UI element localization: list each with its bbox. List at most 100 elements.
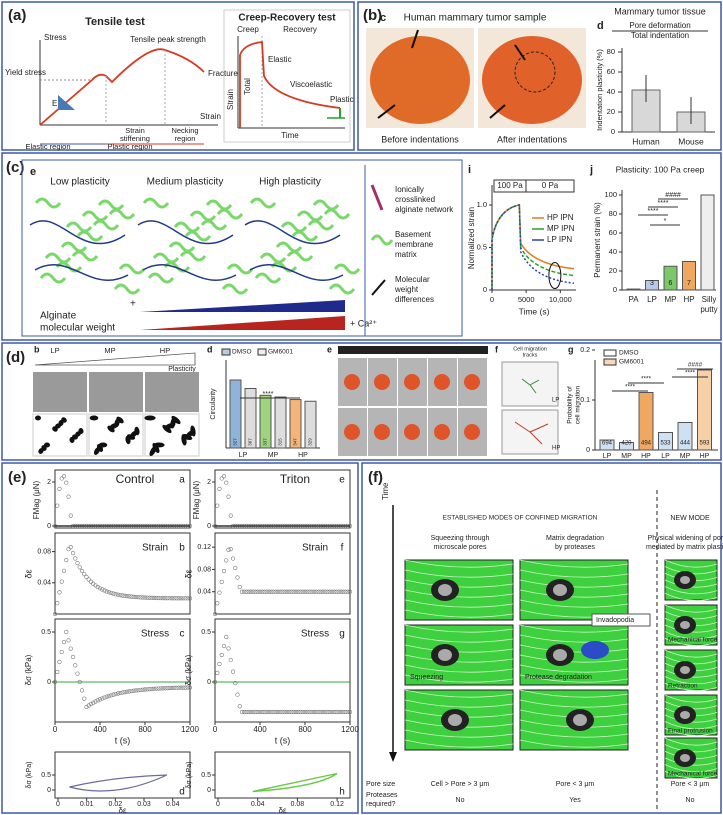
panel-label: (a)	[8, 7, 26, 24]
stress-marker	[291, 709, 296, 715]
matrix-fiber	[200, 219, 228, 231]
label: δε	[23, 569, 33, 578]
loop-fit	[69, 774, 168, 792]
stress-marker	[341, 709, 346, 715]
indent-region	[514, 51, 556, 93]
x-tick-label: 0.12	[330, 801, 344, 808]
y-tick-label: 0	[47, 679, 51, 686]
fiber	[404, 689, 514, 698]
cell	[344, 374, 360, 390]
stress-marker	[156, 686, 161, 691]
strain-marker	[66, 547, 71, 552]
label: weight	[394, 285, 419, 294]
matrix-fiber	[205, 199, 233, 211]
x-tick-label: 5000	[518, 295, 535, 304]
matrix-fiber	[118, 263, 146, 275]
strain-marker	[284, 589, 290, 594]
stress-marker	[215, 670, 220, 676]
stress-marker	[309, 709, 314, 715]
matrix-fiber	[71, 250, 99, 262]
label: ESTABLISHED MODES OF CONFINED MIGRATION	[443, 515, 598, 522]
matrix-fiber	[226, 263, 254, 275]
label: Pore < 3 μm	[556, 781, 595, 788]
strain-marker	[332, 589, 337, 594]
micrograph	[33, 372, 87, 412]
force-marker	[64, 480, 69, 485]
x-tick-label: HP	[683, 295, 694, 304]
fiber	[664, 737, 718, 746]
label: e	[30, 166, 36, 178]
y-tick-label: 0	[207, 787, 211, 794]
y-tick-label: 0.08	[197, 566, 211, 573]
y-tick-label: 0	[207, 679, 211, 686]
matrix-fiber	[184, 230, 212, 242]
fiber	[664, 764, 718, 773]
force-marker	[226, 494, 231, 499]
legend-swatch	[603, 349, 617, 357]
label: Probability of	[567, 386, 574, 424]
label: Viscoelastic	[290, 80, 332, 89]
x-tick-label: HP	[700, 453, 710, 460]
label: HP IPN	[547, 213, 574, 222]
matrix-fiber	[92, 219, 120, 231]
stress-marker	[133, 688, 139, 693]
label: Fracture	[208, 69, 238, 78]
matrix-fiber	[81, 210, 109, 222]
strain-marker	[336, 589, 341, 594]
label: 329	[308, 438, 313, 446]
strain-marker	[57, 590, 62, 595]
strain-marker	[120, 593, 125, 598]
label: Control	[116, 472, 155, 486]
strain-marker	[221, 569, 227, 574]
stress-marker	[102, 695, 107, 700]
strain-marker	[316, 589, 321, 594]
bar	[304, 400, 317, 449]
matrix-fiber	[296, 210, 324, 222]
fiber	[519, 664, 629, 673]
bar	[682, 261, 696, 291]
label: Alginate	[40, 311, 77, 322]
fiber	[519, 689, 629, 698]
strain-marker	[347, 589, 353, 594]
matrix-fiber	[189, 210, 217, 222]
panel-label: (f)	[368, 469, 383, 486]
stress-marker	[217, 661, 222, 667]
cell	[374, 374, 390, 390]
fiber	[664, 721, 718, 730]
fiber	[404, 559, 514, 568]
panel-b-frame	[357, 1, 722, 151]
label: δσ (kPa)	[24, 654, 33, 685]
plot-frame	[54, 751, 191, 799]
stress-marker	[273, 709, 278, 715]
label: by proteases	[555, 544, 596, 551]
strain-marker	[271, 589, 276, 594]
matrix-fiber	[291, 230, 319, 242]
label: b	[34, 344, 40, 354]
label: crosslinked	[395, 195, 435, 204]
label: 694	[602, 441, 613, 447]
y-tick-label: 0	[586, 447, 590, 454]
label: 327	[233, 438, 238, 446]
strain-marker	[82, 572, 87, 577]
strain-marker	[169, 596, 175, 601]
subplot-title: Creep-Recovery test	[238, 13, 336, 24]
stress-marker	[327, 709, 332, 715]
label: 533	[660, 441, 671, 447]
nucleus	[680, 754, 690, 762]
strain-marker	[280, 589, 285, 594]
label: +	[130, 299, 136, 310]
stress-marker	[323, 709, 328, 715]
protease-region	[581, 641, 609, 659]
strain-marker	[264, 589, 269, 594]
x-tick-label: 0	[213, 725, 218, 734]
strain-marker	[257, 589, 263, 594]
strain-marker	[181, 596, 186, 601]
fiber	[404, 599, 514, 608]
strain-marker	[237, 584, 242, 590]
label: molecular weight	[40, 323, 115, 334]
label: Low plasticity	[50, 177, 109, 188]
x-tick-label: 800	[138, 725, 152, 734]
nucleus	[680, 711, 690, 719]
stress-marker	[86, 703, 91, 708]
fiber	[404, 579, 514, 588]
